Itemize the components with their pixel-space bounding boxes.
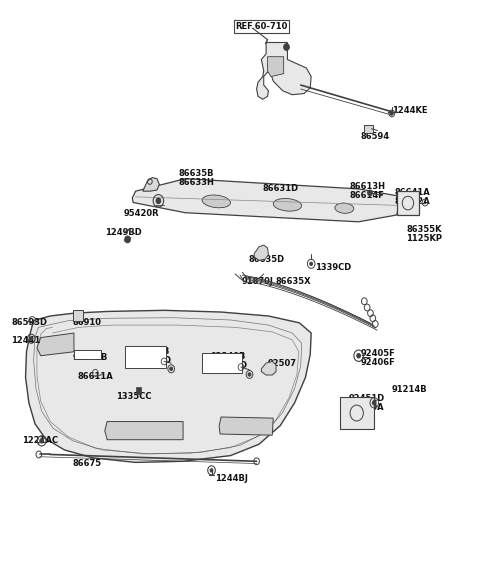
Text: 92508B: 92508B <box>73 353 108 362</box>
Text: 92340B: 92340B <box>135 347 170 356</box>
Circle shape <box>248 373 251 376</box>
Polygon shape <box>261 362 276 375</box>
Circle shape <box>310 262 312 265</box>
Bar <box>340 397 374 430</box>
Polygon shape <box>132 179 399 222</box>
Ellipse shape <box>335 203 354 213</box>
Circle shape <box>170 367 173 371</box>
Text: 92451D: 92451D <box>349 394 385 403</box>
Circle shape <box>40 438 44 443</box>
Polygon shape <box>267 57 284 77</box>
Polygon shape <box>257 42 311 99</box>
Ellipse shape <box>202 195 230 208</box>
Circle shape <box>210 469 213 472</box>
Circle shape <box>284 44 289 50</box>
Text: 91870J: 91870J <box>242 277 274 286</box>
FancyBboxPatch shape <box>202 353 242 374</box>
Text: 1339CD: 1339CD <box>315 262 351 272</box>
Circle shape <box>156 198 161 203</box>
Polygon shape <box>37 333 74 356</box>
Polygon shape <box>105 422 183 439</box>
Text: 86355K: 86355K <box>406 225 442 234</box>
FancyBboxPatch shape <box>125 346 166 368</box>
Polygon shape <box>254 245 268 260</box>
Text: 86613H: 86613H <box>349 182 385 191</box>
Text: 86635X: 86635X <box>276 277 311 286</box>
Bar <box>136 387 141 394</box>
Text: REF.60-710: REF.60-710 <box>235 22 288 31</box>
Text: 86910: 86910 <box>73 318 102 327</box>
Ellipse shape <box>273 198 301 211</box>
Text: 92405F: 92405F <box>361 349 396 358</box>
Polygon shape <box>143 178 159 191</box>
Polygon shape <box>219 417 273 435</box>
Text: 86641A: 86641A <box>394 189 430 197</box>
Text: 86611A: 86611A <box>78 372 113 380</box>
Text: 86675: 86675 <box>73 459 102 468</box>
Text: 1221AC: 1221AC <box>22 437 58 445</box>
Bar <box>73 311 84 320</box>
Text: 1244KE: 1244KE <box>392 106 427 115</box>
Text: 92406F: 92406F <box>361 358 396 367</box>
Text: 95420R: 95420R <box>124 209 159 218</box>
Bar <box>74 350 101 359</box>
Text: 86614F: 86614F <box>349 191 384 200</box>
Polygon shape <box>25 311 311 462</box>
Text: 92460A: 92460A <box>349 403 385 413</box>
Text: 12441: 12441 <box>12 336 41 345</box>
Text: 18643D: 18643D <box>135 356 171 366</box>
Circle shape <box>357 354 360 358</box>
Text: 92507: 92507 <box>267 359 297 368</box>
Text: 1335CC: 1335CC <box>116 391 151 401</box>
Bar <box>364 125 373 133</box>
Text: 86633H: 86633H <box>179 178 214 187</box>
Text: 86635B: 86635B <box>179 168 214 178</box>
Text: 86642A: 86642A <box>394 198 430 206</box>
Text: 86593D: 86593D <box>12 318 48 327</box>
Text: 1244BJ: 1244BJ <box>216 474 248 483</box>
Text: 1249BD: 1249BD <box>105 227 142 237</box>
Text: 91214B: 91214B <box>392 385 428 394</box>
Circle shape <box>368 190 372 196</box>
Bar <box>396 191 420 215</box>
Circle shape <box>125 236 131 243</box>
Text: 86631D: 86631D <box>263 185 299 194</box>
Text: 86635D: 86635D <box>249 256 285 264</box>
Circle shape <box>30 337 33 340</box>
Circle shape <box>390 112 393 115</box>
Text: 92340B: 92340B <box>211 352 246 362</box>
Text: 18643D: 18643D <box>211 362 247 370</box>
Circle shape <box>372 401 376 405</box>
Text: 1125KP: 1125KP <box>406 234 442 244</box>
Text: 86594: 86594 <box>361 132 390 140</box>
